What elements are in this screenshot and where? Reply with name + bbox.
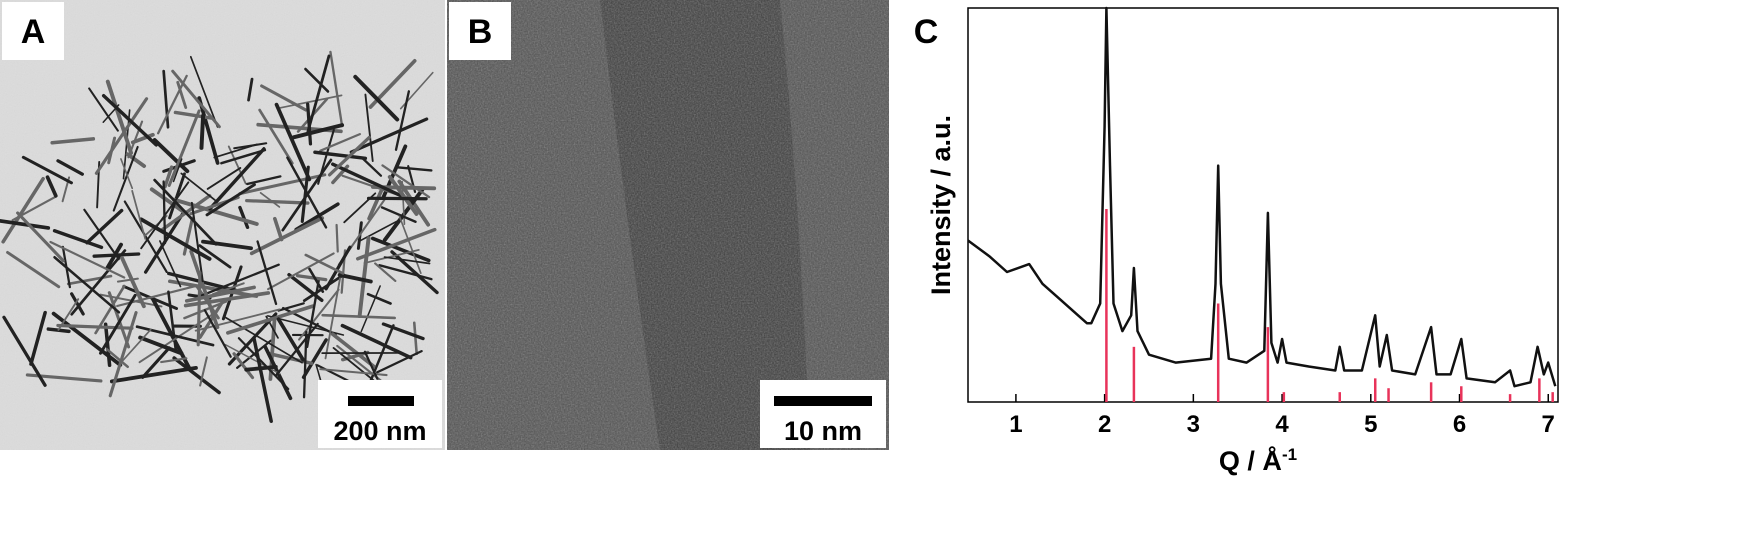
plot-frame <box>968 8 1558 402</box>
panel-label: C <box>914 13 939 51</box>
x-tick-label: 6 <box>1453 411 1466 438</box>
x-axis-label: Q / Å-1 <box>1219 445 1297 476</box>
nanorod <box>201 116 203 148</box>
panel-c: C Intensity / a.u. Q / Å-1 1 2 3 4 5 6 7 <box>914 8 1558 476</box>
scale-bar <box>348 396 414 406</box>
x-axis-label-sup: -1 <box>1282 445 1297 464</box>
x-axis-label-main: Q / Å <box>1219 445 1282 476</box>
nanorod <box>94 254 139 256</box>
panel-a: A 200 nm <box>0 0 445 450</box>
x-tick-label: 7 <box>1542 411 1555 438</box>
panel-label: A <box>21 13 46 51</box>
nanorod <box>337 225 338 252</box>
scale-label: 200 nm <box>333 416 426 446</box>
intensity-line <box>968 8 1555 386</box>
scale-label: 10 nm <box>784 416 862 446</box>
y-axis-label: Intensity / a.u. <box>926 115 956 295</box>
x-tick-label: 1 <box>1009 411 1022 438</box>
x-tick-label: 4 <box>1275 411 1289 438</box>
panel-b: B 10 nm <box>447 0 889 450</box>
panel-label: B <box>468 13 493 51</box>
x-tick-label: 5 <box>1364 411 1377 438</box>
nanorod <box>198 273 200 345</box>
x-tick-label: 3 <box>1187 411 1200 438</box>
scale-bar <box>774 396 872 406</box>
x-tick-label: 2 <box>1098 411 1111 438</box>
